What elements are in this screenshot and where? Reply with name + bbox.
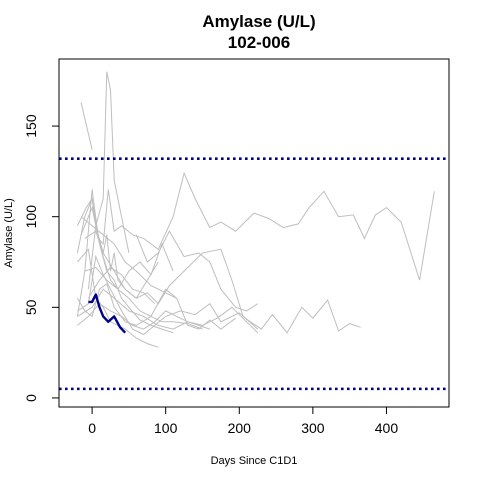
x-tick-label: 100 — [154, 420, 178, 436]
x-tick-label: 200 — [228, 420, 252, 436]
y-tick-label: 100 — [23, 205, 39, 229]
x-tick-label: 0 — [88, 420, 96, 436]
chart-title: Amylase (U/L) — [202, 12, 315, 31]
y-tick-label: 50 — [23, 299, 39, 315]
y-axis-label: Amylase (U/L) — [3, 198, 15, 268]
y-tick-label: 0 — [23, 394, 39, 402]
x-axis-label: Days Since C1D1 — [211, 455, 298, 467]
chart-subtitle: 102-006 — [228, 33, 290, 52]
x-tick-label: 300 — [301, 420, 325, 436]
x-tick-label: 400 — [375, 420, 399, 436]
y-tick-label: 150 — [23, 114, 39, 138]
